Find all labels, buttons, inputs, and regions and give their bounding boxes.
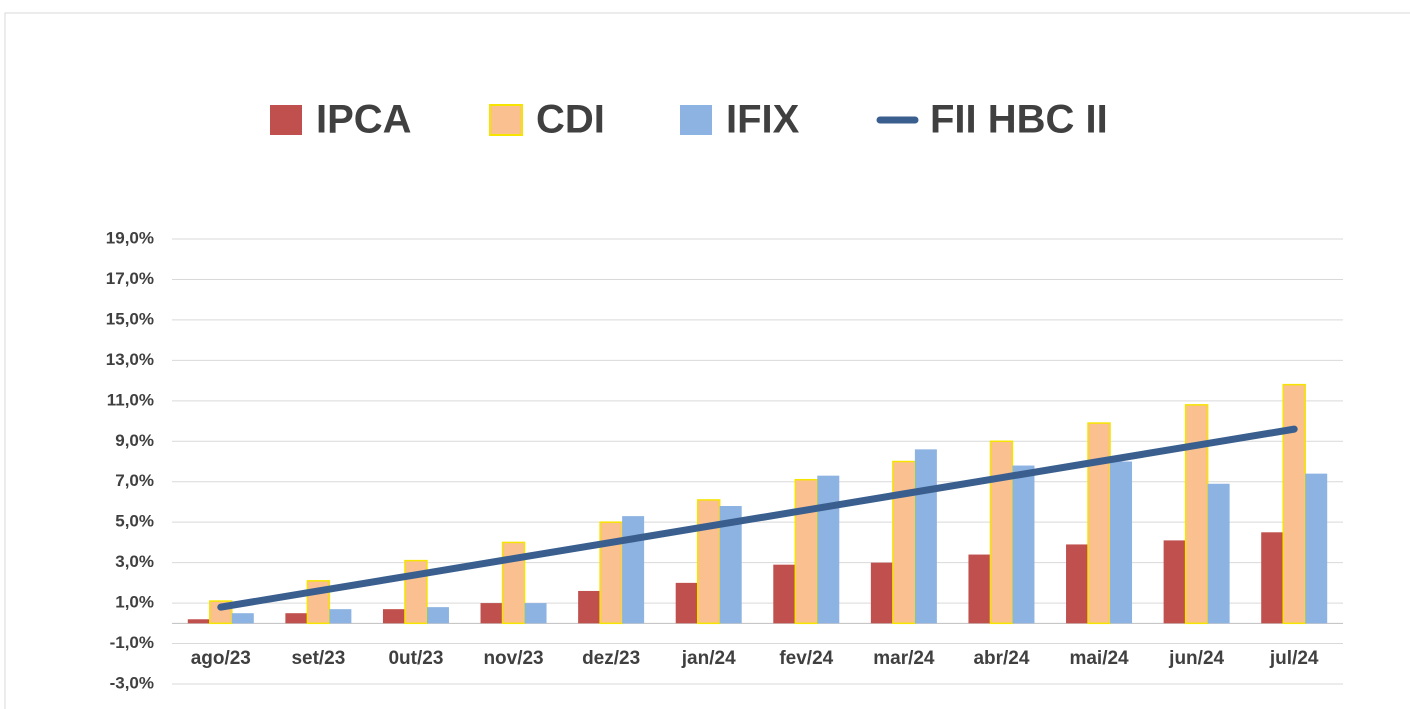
- x-tick-label: jun/24: [1168, 648, 1224, 669]
- y-tick-label: 5,0%: [115, 512, 154, 531]
- legend-label: IPCA: [316, 98, 412, 142]
- bar: [1261, 532, 1284, 624]
- bar: [622, 516, 645, 624]
- bar: [285, 613, 308, 624]
- x-tick-label: ago/23: [191, 648, 251, 669]
- bar: [1184, 404, 1209, 625]
- y-tick-label: 13,0%: [106, 350, 154, 369]
- y-tick-label: -1,0%: [110, 633, 154, 652]
- bar: [817, 475, 840, 624]
- bar: [773, 564, 796, 624]
- legend-swatch: [270, 105, 302, 135]
- bar: [1305, 473, 1328, 624]
- bar: [1087, 422, 1111, 625]
- bar: [187, 619, 210, 624]
- bar: [1110, 461, 1133, 624]
- x-tick-label: mai/24: [1069, 648, 1129, 669]
- x-tick-label: 0ut/23: [388, 648, 443, 669]
- bar: [1207, 483, 1230, 624]
- bar: [329, 609, 352, 624]
- legend-swatch: [489, 104, 523, 136]
- bar: [794, 478, 819, 625]
- bar: [892, 460, 916, 625]
- bar: [231, 613, 254, 624]
- bar: [426, 607, 449, 624]
- y-tick-label: 7,0%: [115, 471, 154, 490]
- x-tick-label: jul/24: [1269, 648, 1319, 669]
- legend-label: IFIX: [726, 98, 800, 142]
- y-tick-label: 1,0%: [115, 593, 154, 612]
- bar: [914, 449, 937, 624]
- y-tick-label: 17,0%: [106, 269, 154, 288]
- bar: [675, 582, 698, 624]
- y-tick-label: -3,0%: [110, 673, 154, 692]
- chart-border: [4, 12, 1410, 709]
- x-tick-label: fev/24: [779, 648, 833, 669]
- bar: [1012, 465, 1035, 624]
- bar: [382, 609, 405, 624]
- x-tick-label: set/23: [291, 648, 345, 669]
- y-tick-label: 15,0%: [106, 309, 154, 328]
- bar: [719, 506, 742, 624]
- bar: [1282, 383, 1306, 625]
- y-tick-label: 9,0%: [115, 431, 154, 450]
- y-tick-label: 3,0%: [115, 552, 154, 571]
- bar: [696, 499, 721, 625]
- legend-label: CDI: [536, 98, 605, 142]
- x-tick-label: jan/24: [681, 648, 736, 669]
- x-tick-label: nov/23: [483, 648, 543, 669]
- x-tick-label: dez/23: [582, 648, 640, 669]
- bar: [989, 440, 1014, 625]
- y-tick-label: 11,0%: [107, 390, 154, 409]
- y-tick-label: 19,0%: [106, 228, 154, 247]
- line-series: [217, 425, 1298, 611]
- x-tick-label: abr/24: [973, 648, 1029, 669]
- legend-label: FII HBC II: [930, 98, 1108, 142]
- bar: [578, 590, 601, 624]
- bar: [968, 554, 991, 624]
- bar: [870, 562, 893, 624]
- bar: [524, 603, 547, 624]
- x-tick-label: mar/24: [873, 648, 935, 669]
- bar: [1163, 540, 1186, 624]
- legend-swatch: [680, 105, 712, 135]
- bar: [480, 603, 503, 624]
- bar: [599, 521, 623, 625]
- bar: [1066, 544, 1089, 624]
